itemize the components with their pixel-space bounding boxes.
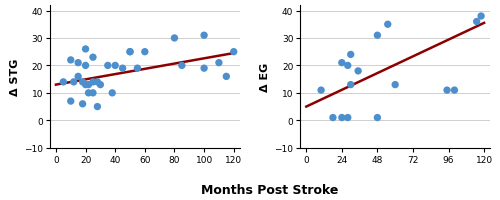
Point bbox=[94, 105, 102, 109]
Point bbox=[89, 56, 97, 59]
Point bbox=[108, 92, 116, 95]
Point bbox=[338, 62, 346, 65]
Point bbox=[141, 51, 149, 54]
Point bbox=[104, 64, 112, 68]
Point bbox=[74, 62, 82, 65]
Point bbox=[344, 64, 352, 68]
Point bbox=[126, 51, 134, 54]
Point bbox=[89, 92, 97, 95]
Point bbox=[215, 62, 223, 65]
Y-axis label: Δ EG: Δ EG bbox=[260, 62, 270, 92]
Point bbox=[317, 89, 325, 92]
Point bbox=[82, 64, 90, 68]
Point bbox=[70, 81, 78, 84]
Point bbox=[443, 89, 451, 92]
Point bbox=[344, 116, 352, 120]
Point bbox=[78, 103, 86, 106]
Point bbox=[170, 37, 178, 40]
Point bbox=[472, 21, 480, 24]
Point bbox=[89, 81, 97, 84]
Y-axis label: Δ STG: Δ STG bbox=[10, 58, 20, 96]
Point bbox=[200, 34, 208, 38]
Point bbox=[66, 59, 74, 62]
Point bbox=[391, 84, 399, 87]
Point bbox=[82, 48, 90, 51]
Point bbox=[338, 116, 346, 120]
Point bbox=[329, 116, 337, 120]
Point bbox=[118, 67, 126, 70]
Point bbox=[178, 64, 186, 68]
Point bbox=[354, 70, 362, 73]
Text: Months Post Stroke: Months Post Stroke bbox=[202, 183, 338, 196]
Point bbox=[111, 64, 119, 68]
Point bbox=[82, 84, 90, 87]
Point bbox=[84, 92, 92, 95]
Point bbox=[384, 24, 392, 27]
Point bbox=[84, 84, 92, 87]
Point bbox=[96, 84, 104, 87]
Point bbox=[78, 81, 86, 84]
Point bbox=[94, 81, 102, 84]
Point bbox=[346, 54, 354, 57]
Point bbox=[374, 34, 382, 38]
Point bbox=[450, 89, 458, 92]
Point bbox=[222, 75, 230, 79]
Point bbox=[200, 67, 208, 70]
Point bbox=[126, 51, 134, 54]
Point bbox=[230, 51, 237, 54]
Point bbox=[134, 67, 141, 70]
Point bbox=[60, 81, 68, 84]
Point bbox=[74, 75, 82, 79]
Point bbox=[66, 100, 74, 103]
Point bbox=[374, 116, 382, 120]
Point bbox=[346, 84, 354, 87]
Point bbox=[477, 15, 485, 19]
